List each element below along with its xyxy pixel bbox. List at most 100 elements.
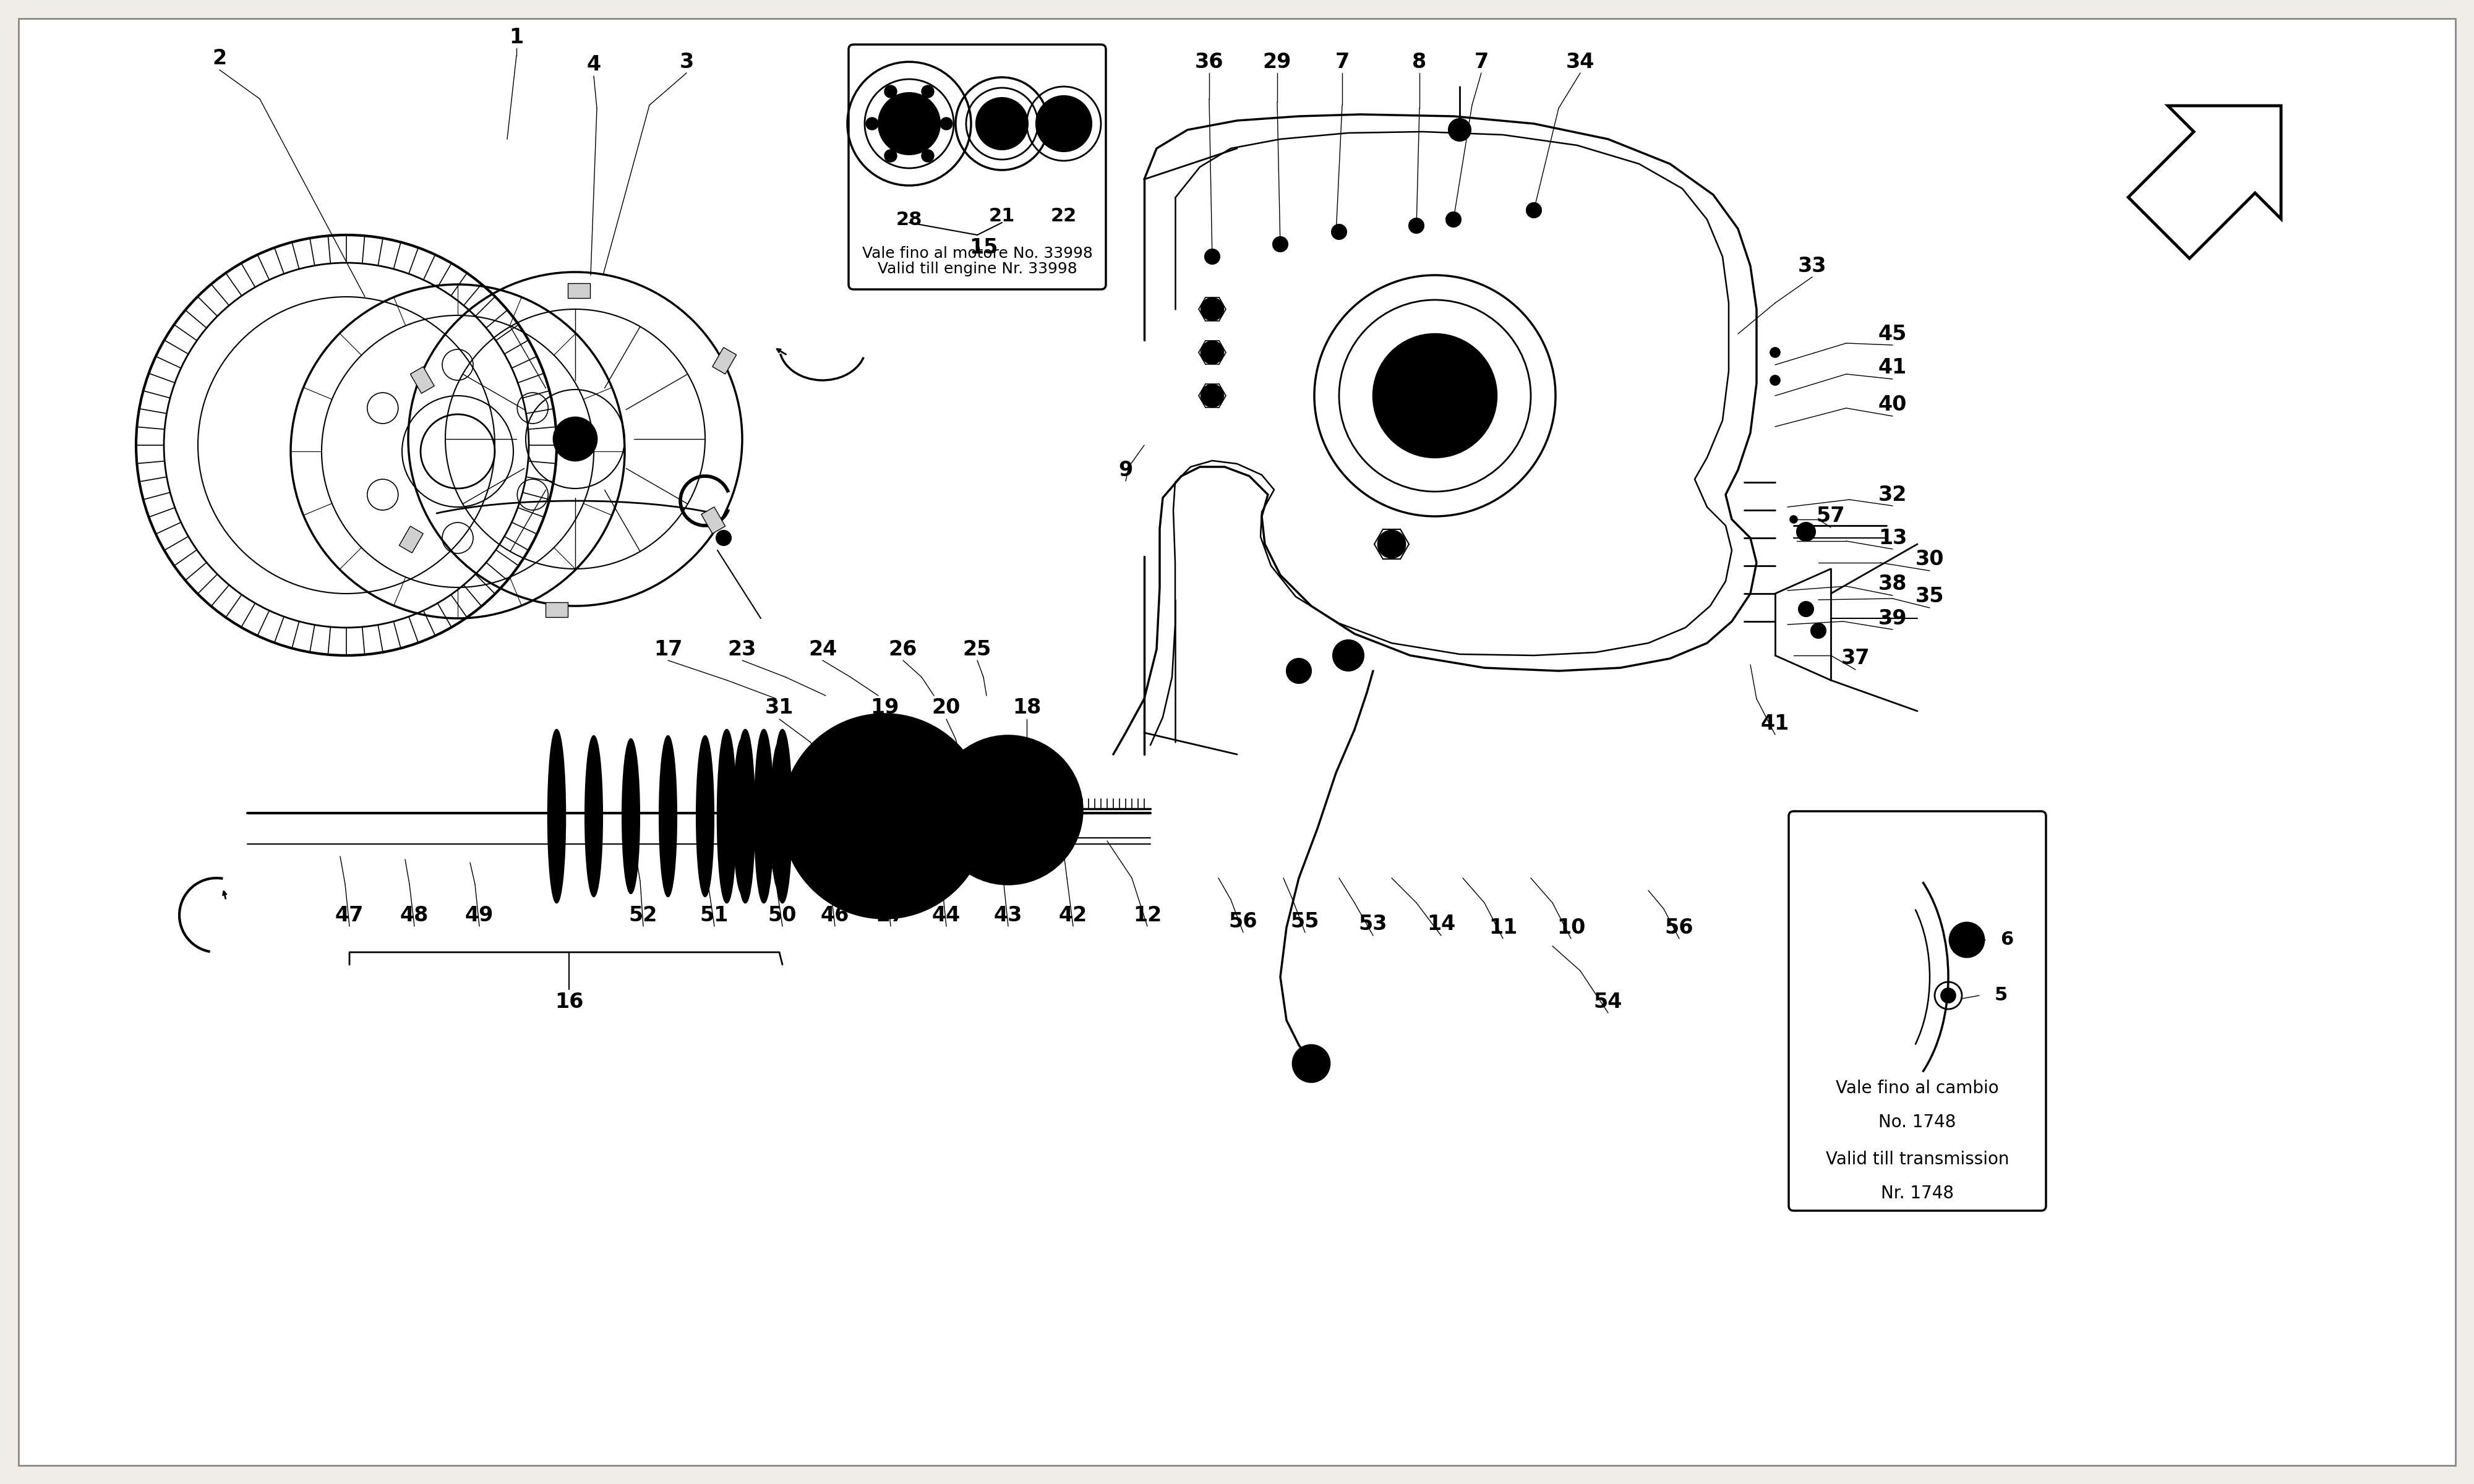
Circle shape [1410, 218, 1425, 233]
Ellipse shape [757, 748, 769, 884]
Text: 23: 23 [727, 640, 757, 659]
Circle shape [866, 117, 878, 129]
Ellipse shape [755, 730, 772, 902]
Circle shape [1373, 334, 1497, 457]
Text: 14: 14 [1427, 914, 1455, 935]
Text: 25: 25 [962, 640, 992, 659]
Ellipse shape [717, 730, 737, 902]
Text: 13: 13 [1878, 528, 1907, 548]
Circle shape [1385, 537, 1400, 552]
Text: 55: 55 [1291, 911, 1319, 932]
Circle shape [920, 86, 935, 98]
Text: 41: 41 [1761, 714, 1789, 733]
Text: 31: 31 [764, 697, 794, 718]
Ellipse shape [737, 730, 755, 902]
Circle shape [876, 867, 893, 883]
Circle shape [935, 807, 952, 825]
Text: 38: 38 [1878, 574, 1907, 595]
Text: 19: 19 [871, 697, 898, 718]
Polygon shape [20, 18, 2454, 1466]
Circle shape [717, 530, 732, 545]
Text: Vale fino al motore No. 33998: Vale fino al motore No. 33998 [861, 246, 1094, 261]
Text: 22: 22 [1051, 208, 1076, 226]
Ellipse shape [777, 748, 787, 884]
Circle shape [1066, 828, 1076, 838]
Ellipse shape [623, 739, 638, 893]
Circle shape [965, 769, 1049, 852]
Circle shape [935, 804, 945, 815]
Circle shape [975, 98, 1029, 150]
Ellipse shape [549, 730, 564, 902]
Circle shape [1378, 530, 1405, 558]
Text: 49: 49 [465, 905, 495, 926]
Text: 56: 56 [1665, 917, 1695, 938]
Ellipse shape [732, 739, 752, 893]
Text: Valid till transmission: Valid till transmission [1826, 1150, 2009, 1168]
Ellipse shape [772, 742, 787, 890]
Circle shape [1791, 515, 1796, 522]
Circle shape [965, 838, 980, 853]
Circle shape [1202, 384, 1222, 407]
Circle shape [1205, 249, 1220, 264]
Text: 30: 30 [1915, 549, 1945, 570]
Circle shape [1526, 203, 1541, 218]
Text: 44: 44 [933, 905, 960, 926]
Bar [700, 508, 725, 534]
Circle shape [940, 117, 952, 129]
Ellipse shape [740, 748, 752, 884]
Circle shape [782, 714, 987, 919]
Circle shape [1202, 298, 1222, 321]
Circle shape [1957, 930, 1977, 950]
Circle shape [950, 751, 1066, 868]
Text: 7: 7 [1475, 52, 1489, 73]
Circle shape [1940, 988, 1954, 1003]
Text: 12: 12 [1133, 905, 1163, 926]
Text: 6: 6 [2001, 930, 2014, 948]
FancyBboxPatch shape [1789, 812, 2046, 1211]
Text: 50: 50 [767, 905, 797, 926]
Circle shape [886, 86, 896, 98]
Text: 40: 40 [1878, 395, 1907, 416]
Text: No. 1748: No. 1748 [1878, 1113, 1957, 1131]
FancyBboxPatch shape [849, 45, 1106, 289]
Text: 3: 3 [680, 52, 693, 73]
Text: 28: 28 [896, 211, 923, 229]
Text: Vale fino al cambio: Vale fino al cambio [1836, 1080, 1999, 1097]
Circle shape [1450, 119, 1470, 141]
Text: 10: 10 [1556, 917, 1586, 938]
Text: 43: 43 [995, 905, 1022, 926]
Text: 48: 48 [401, 905, 428, 926]
Text: 45: 45 [1878, 324, 1907, 344]
Circle shape [992, 738, 1002, 748]
Text: 32: 32 [1878, 484, 1907, 505]
Circle shape [918, 766, 935, 784]
Bar [544, 603, 569, 617]
Text: 16: 16 [554, 991, 584, 1012]
Text: 27: 27 [876, 905, 905, 926]
Text: 15: 15 [970, 237, 997, 258]
Circle shape [1272, 237, 1286, 252]
Circle shape [834, 849, 851, 867]
Circle shape [1811, 623, 1826, 638]
Circle shape [1291, 1045, 1331, 1082]
Text: Nr. 1748: Nr. 1748 [1880, 1184, 1954, 1202]
Bar [398, 527, 423, 554]
Text: 20: 20 [933, 697, 960, 718]
Text: 36: 36 [1195, 52, 1225, 73]
Circle shape [886, 150, 896, 162]
Circle shape [834, 766, 851, 784]
Circle shape [554, 417, 596, 460]
Text: 47: 47 [334, 905, 364, 926]
Bar [411, 367, 435, 393]
Circle shape [799, 730, 970, 901]
Ellipse shape [772, 730, 792, 902]
Circle shape [1037, 767, 1051, 782]
Text: 1: 1 [510, 27, 524, 47]
Text: 17: 17 [653, 640, 683, 659]
Circle shape [1037, 838, 1051, 853]
Ellipse shape [586, 736, 604, 896]
Circle shape [920, 150, 935, 162]
Ellipse shape [658, 736, 678, 896]
Circle shape [876, 749, 893, 766]
Text: 39: 39 [1878, 608, 1907, 629]
